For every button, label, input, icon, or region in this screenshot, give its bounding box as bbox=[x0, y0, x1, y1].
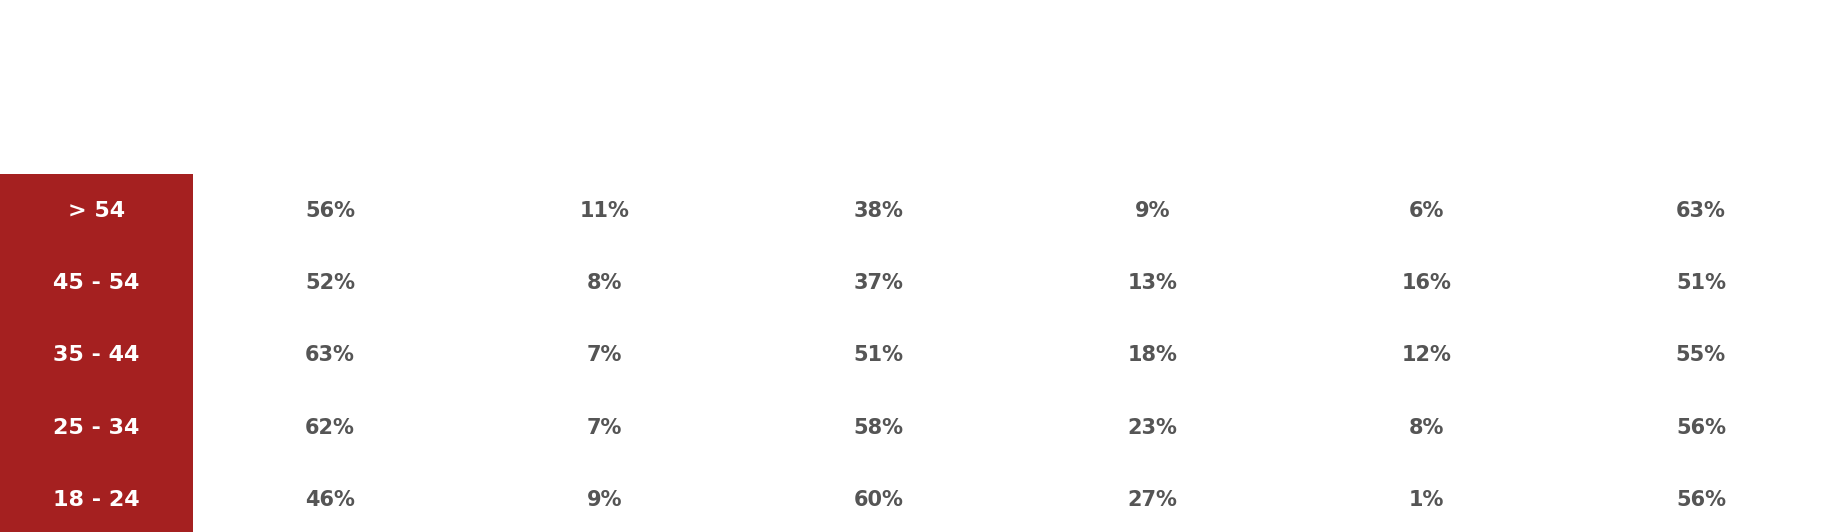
Text: 9%: 9% bbox=[1134, 201, 1171, 221]
Text: 7%: 7% bbox=[586, 418, 621, 438]
Text: 25 - 34: 25 - 34 bbox=[53, 418, 140, 438]
Text: Text: Text bbox=[855, 124, 902, 144]
Text: 37%: 37% bbox=[853, 273, 902, 293]
Text: 60%: 60% bbox=[853, 490, 902, 510]
Text: 13%: 13% bbox=[1129, 273, 1178, 293]
Text: Email: Email bbox=[298, 124, 362, 144]
Text: 56%: 56% bbox=[1676, 490, 1726, 510]
Text: 11%: 11% bbox=[579, 201, 629, 221]
Text: How Do You Want To Receive Communication?: How Do You Want To Receive Communication… bbox=[559, 32, 1279, 61]
Text: 18 - 24: 18 - 24 bbox=[53, 490, 140, 510]
Text: 18%: 18% bbox=[1129, 345, 1178, 365]
Text: 6%: 6% bbox=[1410, 201, 1445, 221]
Text: 8%: 8% bbox=[586, 273, 621, 293]
Bar bbox=[0, 392, 193, 464]
Text: 52%: 52% bbox=[305, 273, 355, 293]
Text: 51%: 51% bbox=[853, 345, 904, 365]
Text: 35 - 44: 35 - 44 bbox=[53, 345, 140, 365]
Text: Face-to-Face: Face-to-Face bbox=[1627, 124, 1776, 144]
Text: > 54: > 54 bbox=[68, 201, 125, 221]
Text: 63%: 63% bbox=[1676, 201, 1726, 221]
Text: 23%: 23% bbox=[1129, 418, 1178, 438]
Text: App: App bbox=[1130, 124, 1176, 144]
Text: 56%: 56% bbox=[305, 201, 355, 221]
Text: 8%: 8% bbox=[1410, 418, 1445, 438]
Text: 62%: 62% bbox=[305, 418, 355, 438]
Text: 16%: 16% bbox=[1402, 273, 1452, 293]
Text: Printed: Printed bbox=[561, 124, 647, 144]
Bar bbox=[0, 174, 193, 247]
Text: Intranet: Intranet bbox=[1378, 124, 1474, 144]
Text: 1%: 1% bbox=[1410, 490, 1445, 510]
Text: 63%: 63% bbox=[305, 345, 355, 365]
Text: 56%: 56% bbox=[1676, 418, 1726, 438]
Text: 9%: 9% bbox=[586, 490, 621, 510]
Bar bbox=[0, 247, 193, 319]
Text: 7%: 7% bbox=[586, 345, 621, 365]
Text: 58%: 58% bbox=[853, 418, 904, 438]
Text: 51%: 51% bbox=[1676, 273, 1726, 293]
Text: 27%: 27% bbox=[1129, 490, 1178, 510]
Text: 45 - 54: 45 - 54 bbox=[53, 273, 140, 293]
Bar bbox=[0, 464, 193, 532]
Text: 12%: 12% bbox=[1402, 345, 1452, 365]
Text: 46%: 46% bbox=[305, 490, 355, 510]
Text: 55%: 55% bbox=[1676, 345, 1726, 365]
Bar bbox=[0, 319, 193, 392]
Text: 38%: 38% bbox=[853, 201, 902, 221]
